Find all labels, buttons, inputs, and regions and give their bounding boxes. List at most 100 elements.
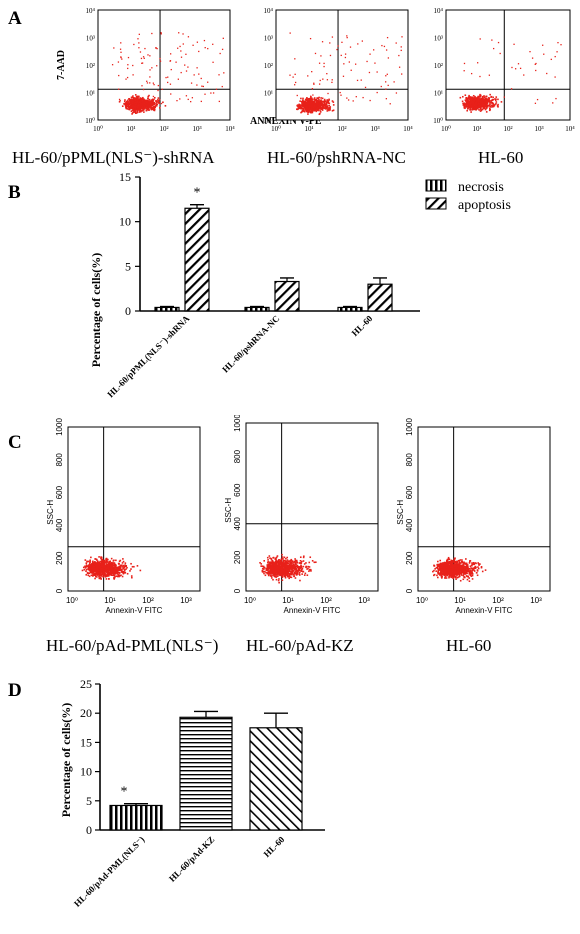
x-tick-label: HL-60/pAd-PML(NLS⁻) — [72, 834, 146, 908]
y-axis-title: SSC-H — [46, 500, 55, 525]
panel-label-c: C — [8, 432, 22, 453]
significance-star: * — [194, 186, 201, 201]
panel-label-b: B — [8, 182, 21, 203]
panel-label-a: A — [8, 8, 22, 29]
y-tick-label: 200 — [55, 551, 64, 565]
x-tick-label: 10⁰ — [93, 125, 103, 133]
y-tick-label: 800 — [405, 453, 414, 467]
x-tick-label: 10⁰ — [66, 596, 78, 605]
x-tick-label: 10¹ — [126, 125, 135, 133]
x-tick-label: 10² — [337, 125, 346, 133]
bar-necrosis — [244, 306, 270, 312]
y-tick-label: 1000 — [405, 418, 414, 436]
x-tick-label: 10³ — [534, 125, 543, 133]
y-tick-label: 10¹ — [86, 90, 95, 98]
scatter-plot-c2: 0 200 400 600 800 1000 10⁰ 10¹ 10² 10³ Annexin-V F… — [224, 415, 379, 615]
x-tick-label: HL-60/pshRNA-NC — [220, 313, 281, 374]
y-tick-label: 800 — [55, 453, 64, 467]
caption-c1: HL-60/pAd-PML(NLS⁻) — [46, 636, 219, 655]
y-tick-label: 400 — [405, 518, 414, 532]
x-tick-label: 10³ — [192, 125, 201, 133]
y-tick-label: 25 — [80, 677, 92, 691]
y-tick-label: 600 — [233, 483, 242, 497]
x-tick-label: 10¹ — [282, 596, 294, 605]
x-tick-label: 10² — [320, 596, 332, 605]
bar-necrosis — [154, 306, 180, 312]
panel-c-scatter-plots: 0 200 400 600 800 1000 10⁰ 10¹ 10² 10³ Annexin-V F… — [46, 415, 551, 615]
y-tick-label: 10⁴ — [86, 7, 96, 15]
y-tick-label: 600 — [55, 485, 64, 499]
caption-a3: HL-60 — [478, 148, 524, 167]
plot-frame — [245, 422, 379, 592]
y-tick-label: 20 — [80, 706, 92, 720]
bar-apoptosis — [367, 283, 393, 312]
y-tick-label: 10¹ — [264, 90, 273, 98]
y-tick-label: 5 — [125, 259, 131, 273]
x-tick-label: 10² — [503, 125, 512, 133]
y-tick-label: 800 — [233, 449, 242, 463]
significance-star: * — [121, 785, 128, 800]
x-tick-label: HL-60/pPML(NLS⁻)-shRNA — [105, 313, 191, 399]
y-tick-label: 10² — [264, 62, 273, 70]
y-axis-title: SSC-H — [224, 498, 233, 523]
x-tick-label: 10² — [159, 125, 168, 133]
y-tick-label: 10⁰ — [433, 117, 443, 125]
x-tick-label: 10¹ — [454, 596, 466, 605]
y-axis-title: SSC-H — [396, 500, 405, 525]
chart-b: Percentage of cells(%) necrosis apoptosi… — [89, 170, 511, 399]
x-tick-label: HL-60 — [350, 313, 375, 338]
event-dots — [259, 553, 317, 584]
caption-c3: HL-60 — [446, 636, 492, 655]
y-tick-label: 200 — [233, 550, 242, 564]
plot-frame — [445, 9, 571, 121]
legend-apoptosis-label: apoptosis — [458, 198, 511, 213]
y-tick-label: 15 — [80, 735, 92, 749]
y-tick-label: 10⁴ — [434, 7, 444, 15]
x-tick-label: 10³ — [358, 596, 370, 605]
plot-frame — [275, 9, 409, 121]
x-tick-label: 10³ — [530, 596, 542, 605]
y-tick-label: 10 — [119, 215, 131, 229]
panel-a-scatter-plots: 7-AAD ANNEXIN V-PE 10⁰10⁰10¹10¹10²10²10³… — [56, 7, 575, 133]
chart-b-y-axis-label: Percentage of cells(%) — [89, 253, 103, 367]
y-tick-label: 15 — [119, 170, 131, 184]
chart-d-y-axis-label: Percentage of cells(%) — [59, 703, 73, 817]
x-tick-label: 10¹ — [104, 596, 116, 605]
caption-c2: HL-60/pAd-KZ — [246, 636, 354, 655]
y-tick-label: 0 — [55, 588, 64, 593]
y-tick-label: 1000 — [55, 418, 64, 436]
y-tick-label: 10⁰ — [85, 117, 95, 125]
scatter-plot-c1: 0 200 400 600 800 1000 10⁰ 10¹ 10² 10³ Annexin-V F… — [46, 418, 201, 615]
bar-apoptosis — [274, 280, 300, 312]
x-tick-label: 10² — [492, 596, 504, 605]
x-tick-label: 10⁰ — [271, 125, 281, 133]
y-tick-label: 10⁴ — [264, 7, 274, 15]
x-tick-label: 10³ — [180, 596, 192, 605]
scatter-plot-c3: 0 200 400 600 800 1000 10⁰ 10¹ 10² 10³ Annexin-V F… — [396, 418, 551, 615]
x-tick-label: 10² — [142, 596, 154, 605]
bar-necrosis — [337, 306, 363, 312]
event-dots — [432, 556, 487, 583]
y-tick-label: 400 — [55, 518, 64, 532]
event-dots — [289, 32, 403, 116]
bar — [179, 716, 233, 831]
x-tick-label: 10⁴ — [403, 125, 413, 133]
x-tick-label: 10³ — [370, 125, 379, 133]
x-tick-label: 10⁴ — [565, 125, 575, 133]
y-tick-label: 10⁰ — [263, 117, 273, 125]
legend-necrosis-label: necrosis — [458, 180, 504, 195]
y-tick-label: 0 — [125, 304, 131, 318]
y-tick-label: 10³ — [264, 35, 273, 43]
panel-a-x-axis-title: ANNEXIN V-PE — [250, 116, 322, 127]
chart-d: Percentage of cells(%) 0 5 10 15 20 25 * HL-60/… — [59, 677, 325, 909]
event-dots — [459, 38, 562, 113]
y-tick-label: 0 — [233, 588, 242, 593]
x-tick-label: 10⁰ — [416, 596, 428, 605]
x-tick-label: 10⁰ — [244, 596, 256, 605]
x-tick-label: HL-60/pAd-KZ — [167, 834, 217, 884]
y-tick-label: 10 — [80, 765, 92, 779]
x-tick-label: HL-60 — [262, 834, 287, 859]
